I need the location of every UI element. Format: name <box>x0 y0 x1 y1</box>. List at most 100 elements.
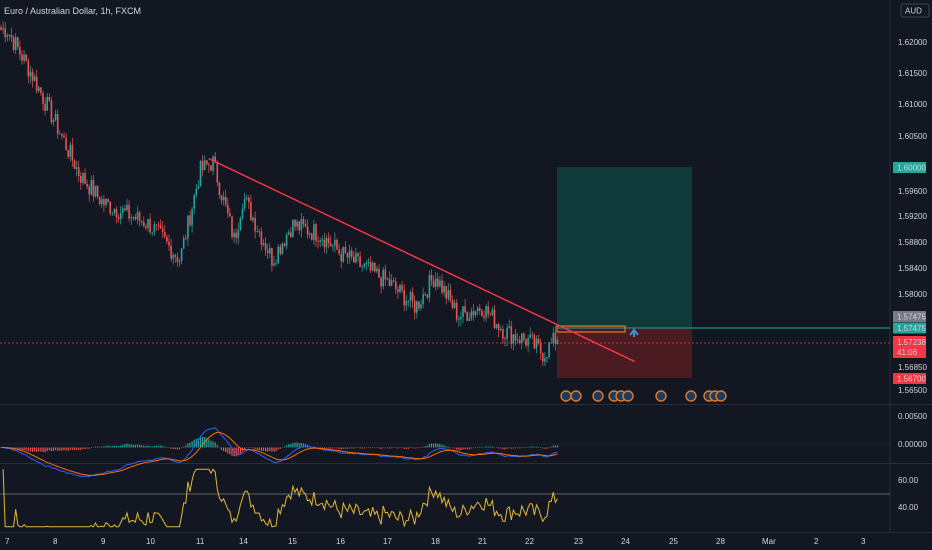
price-tick: 1.61000 <box>898 100 927 109</box>
macd-bar <box>418 447 420 449</box>
candle-body <box>23 54 25 61</box>
candle-body <box>535 338 538 349</box>
price-tick: 1.58400 <box>898 264 927 273</box>
candle-body <box>256 231 258 233</box>
candle-body <box>483 316 485 318</box>
candle-body <box>424 294 426 295</box>
candle-body <box>96 185 99 197</box>
macd-bar <box>107 445 109 448</box>
macd-bar <box>218 447 220 448</box>
current-price-value: 1.57238 <box>897 338 926 347</box>
candle-body <box>8 34 11 36</box>
candle-body <box>222 196 225 201</box>
candle-body <box>546 357 548 359</box>
macd-bar <box>328 447 330 449</box>
candle-body <box>38 87 40 92</box>
macd-bar <box>487 446 489 448</box>
macd-bar <box>472 447 475 449</box>
macd-bar <box>357 447 359 448</box>
candle-body <box>107 198 109 203</box>
candle-body <box>185 238 187 240</box>
economic-event-icon[interactable] <box>622 390 634 402</box>
macd-bar <box>132 444 134 448</box>
economic-event-icon[interactable] <box>570 390 582 402</box>
macd-bar <box>44 447 46 453</box>
candle-body <box>227 204 229 214</box>
candle-body <box>491 309 494 315</box>
macd-bar <box>346 447 349 449</box>
macd-bar <box>512 447 514 449</box>
entry-order-box[interactable] <box>556 325 626 333</box>
candle-body <box>287 232 290 235</box>
candle-body <box>430 275 433 281</box>
macd-bar <box>189 442 191 448</box>
candle-body <box>130 217 132 219</box>
candle-body <box>371 262 374 271</box>
candle-body <box>407 300 410 302</box>
economic-events[interactable] <box>560 390 727 402</box>
macd-bar <box>525 447 527 448</box>
candle-body <box>527 338 529 346</box>
macd-bar <box>477 446 479 448</box>
candle-body <box>25 54 27 61</box>
candle-body <box>67 150 69 157</box>
candle-body <box>40 87 42 94</box>
macd-bar <box>25 447 27 451</box>
macd-bar <box>181 447 183 449</box>
economic-event-icon[interactable] <box>560 390 572 402</box>
candle-body <box>124 208 126 211</box>
time-axis[interactable]: 7 8 9 10 11 14 15 16 17 18 21 22 23 24 2… <box>5 537 866 546</box>
macd-bar <box>187 443 189 448</box>
economic-event-icon[interactable] <box>715 390 727 402</box>
candle-body <box>374 262 376 272</box>
candle-body <box>401 285 403 291</box>
candle-body <box>332 245 334 247</box>
macd-bar <box>456 447 458 450</box>
candle-body <box>493 309 496 329</box>
candle-body <box>313 224 315 240</box>
macd-bar <box>462 447 464 450</box>
candle-body <box>73 160 76 170</box>
long-position-target-zone[interactable] <box>557 167 692 328</box>
macd-bar <box>510 447 512 449</box>
economic-event-icon[interactable] <box>655 390 667 402</box>
macd-bar <box>370 447 372 449</box>
macd-bar <box>533 446 535 448</box>
long-position-stop-zone[interactable] <box>557 328 692 378</box>
macd-bar <box>210 440 212 448</box>
macd-bar <box>407 447 409 449</box>
candle-body <box>174 255 177 257</box>
candle-body <box>10 34 13 38</box>
time-label: 23 <box>574 537 583 546</box>
macd-bar <box>248 447 250 448</box>
macd-bar <box>475 447 477 448</box>
macd-bar <box>355 447 357 449</box>
candle-body <box>502 329 504 339</box>
macd-bar <box>449 447 451 448</box>
candle-body <box>506 327 508 339</box>
candle-body <box>113 209 116 213</box>
macd-bar <box>260 447 262 451</box>
svg-text:1.56700: 1.56700 <box>897 375 926 384</box>
candle-body <box>292 219 294 237</box>
candle-body <box>468 318 471 321</box>
currency-selector[interactable]: AUD <box>900 3 930 18</box>
economic-event-icon[interactable] <box>685 390 697 402</box>
macd-bar <box>0 447 2 448</box>
candle-body <box>189 215 191 226</box>
candle-body <box>397 289 399 293</box>
trend-line[interactable] <box>208 157 635 363</box>
candle-body <box>277 246 279 263</box>
candle-body <box>21 54 23 61</box>
candle-body <box>275 262 277 264</box>
candle-body <box>321 239 324 241</box>
economic-event-icon[interactable] <box>592 390 604 402</box>
candle-body <box>369 261 372 271</box>
macd-bar <box>124 444 126 448</box>
macd-bar <box>443 445 445 448</box>
candle-body <box>138 212 141 221</box>
macd-bar <box>546 447 548 449</box>
macd-bar <box>382 447 384 449</box>
macd-bar <box>447 446 449 448</box>
